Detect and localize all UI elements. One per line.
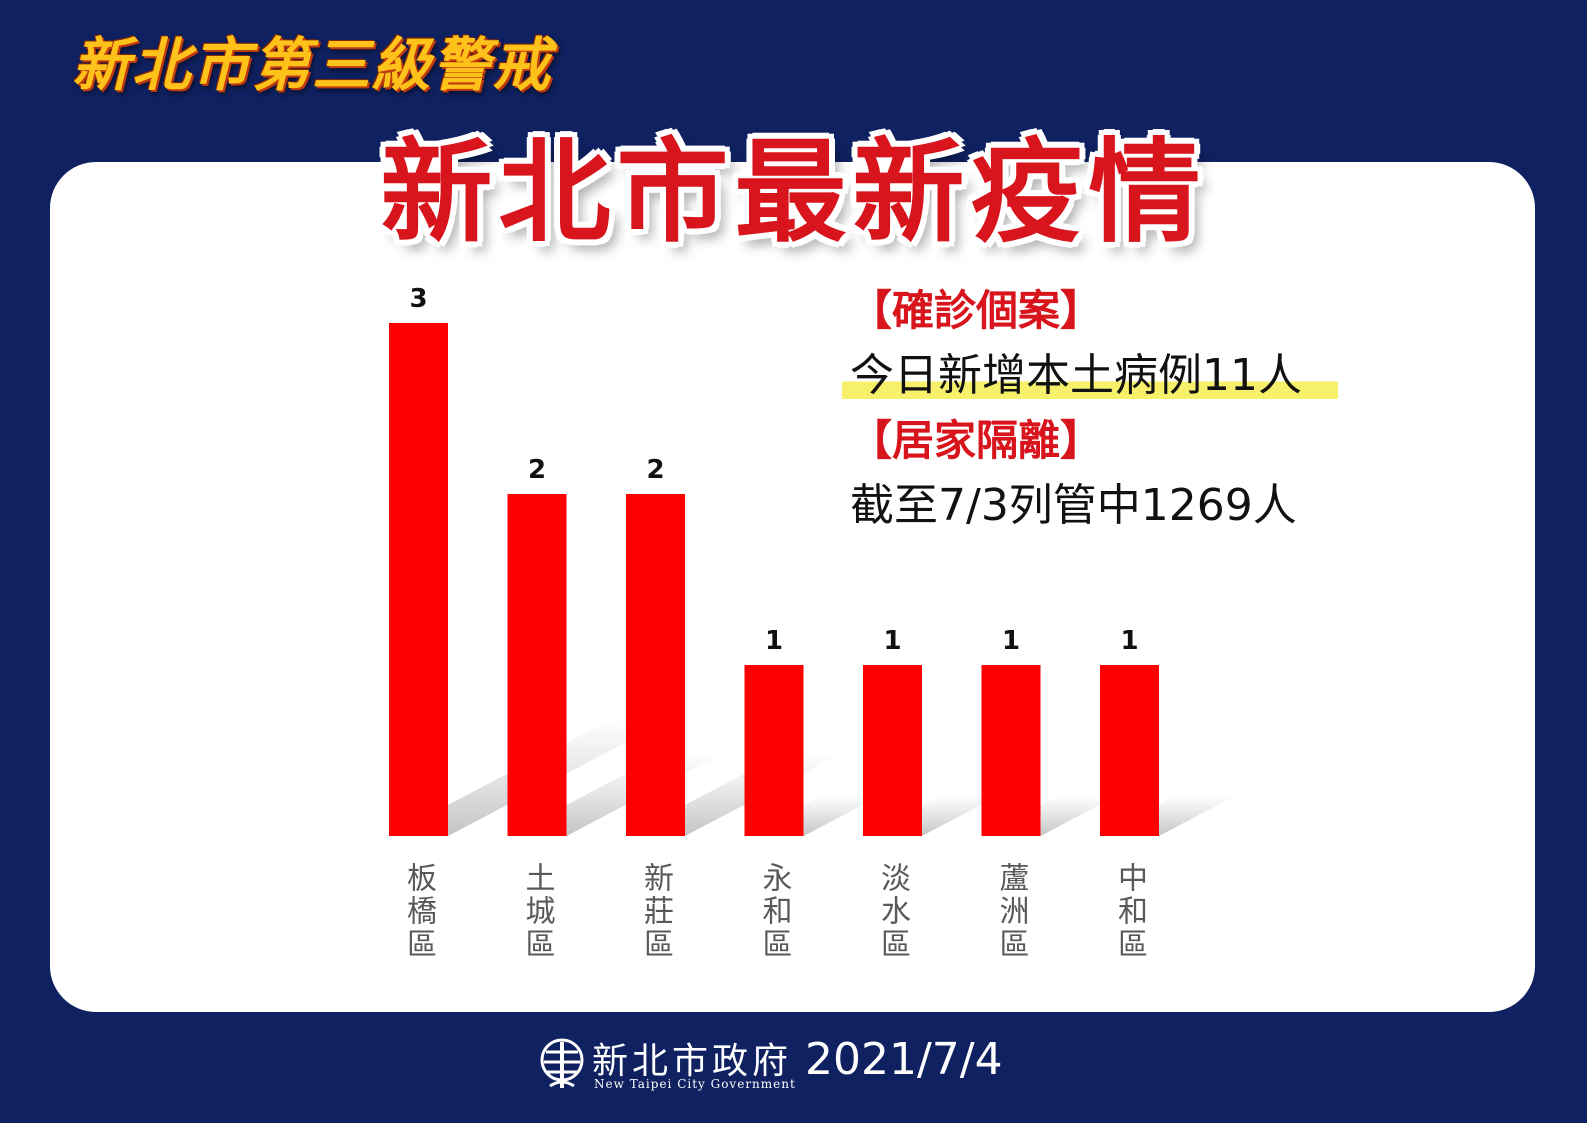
category-label: 永和區 [757,862,793,961]
category-labels: 板橋區 土城區 新莊區 永和區 淡水區 蘆洲區 中和區 [401,862,1148,961]
quarantine-heading: 【居家隔離】 [850,416,1103,465]
bar-蘆洲區 [981,665,1041,836]
data-label: 1 [765,626,783,656]
confirmed-heading: 【確診個案】 [850,286,1103,335]
org-name-en: New Taipei City Government [594,1077,796,1091]
bar-中和區 [1100,665,1159,836]
page-title: 新北市最新疫情 [380,128,1207,258]
category-label: 蘆洲區 [994,862,1030,961]
alert-banner: 新北市第三級警戒 [72,31,553,99]
bar-板橋區 [389,323,448,836]
bar-永和區 [744,665,804,836]
data-label: 2 [528,455,546,485]
report-date: 2021/7/4 [805,1034,1003,1085]
data-label: 2 [646,455,664,485]
bars [389,323,1159,836]
data-label: 1 [1120,626,1138,656]
category-label: 土城區 [520,862,555,961]
category-label: 淡水區 [875,862,910,961]
confirmed-text: 今日新增本土病例11人 [842,342,1410,410]
info-panel: 【確診個案】 今日新增本土病例11人 【居家隔離】 截至7/3列管中1269人 [842,280,1410,540]
confirmed-text-highlight: 今日新增本土病例11人 [842,342,1338,410]
data-label: 1 [1002,626,1020,656]
bar-淡水區 [863,665,922,836]
new-taipei-logo-icon [540,1038,584,1088]
category-label: 板橋區 [401,862,437,961]
bar-土城區 [507,494,567,836]
data-labels: 3 2 2 1 1 1 1 [409,284,1138,656]
bar-新莊區 [626,494,685,836]
footer: 新北市政府 New Taipei City Government 2021/7/… [0,1030,1587,1100]
content-card [50,162,1535,1012]
org-name: 新北市政府 [592,1041,793,1082]
category-label: 新莊區 [638,862,673,961]
category-label: 中和區 [1112,862,1148,961]
data-label: 1 [883,626,901,656]
data-label: 3 [409,284,427,314]
quarantine-text: 截至7/3列管中1269人 [850,480,1297,531]
